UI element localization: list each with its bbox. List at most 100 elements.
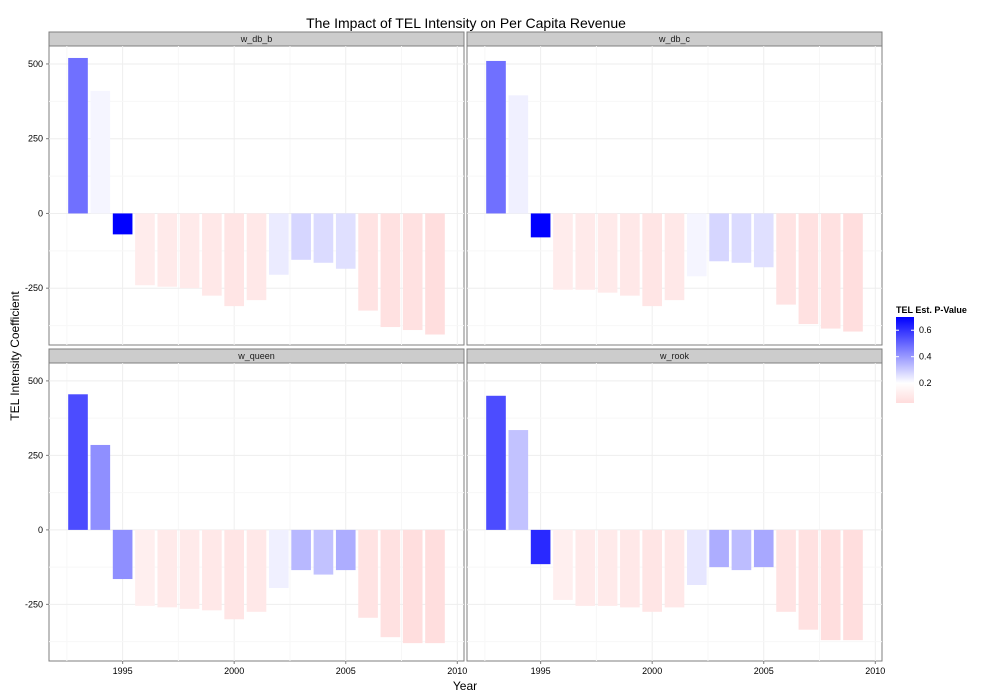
bar-2009 bbox=[425, 529, 445, 644]
bar-2001 bbox=[246, 213, 267, 301]
bar-1999 bbox=[620, 213, 640, 296]
x-tick-label: 2000 bbox=[224, 666, 244, 676]
bar-2001 bbox=[664, 213, 685, 301]
bar-2005 bbox=[753, 213, 774, 268]
bar-2004 bbox=[731, 529, 752, 571]
bar-2009 bbox=[843, 213, 863, 332]
bar-2005 bbox=[335, 529, 356, 571]
bar-2001 bbox=[246, 529, 267, 612]
bar-2000 bbox=[642, 213, 663, 307]
bar-2007 bbox=[380, 213, 401, 328]
bar-1994 bbox=[90, 90, 111, 214]
bar-1995 bbox=[112, 213, 133, 235]
bar-2001 bbox=[664, 529, 685, 608]
bar-1996 bbox=[553, 213, 573, 290]
facet-label: w_db_c bbox=[658, 34, 691, 44]
bar-2000 bbox=[642, 529, 663, 612]
bar-1999 bbox=[202, 529, 222, 611]
bar-2006 bbox=[776, 213, 796, 305]
bar-1994 bbox=[90, 444, 111, 530]
x-axis-title: Year bbox=[453, 679, 477, 693]
bar-2003 bbox=[291, 529, 311, 571]
bar-1994 bbox=[508, 430, 529, 530]
x-tick-label: 2010 bbox=[865, 666, 885, 676]
bar-2004 bbox=[313, 529, 334, 575]
y-tick-label: 0 bbox=[38, 208, 43, 218]
bar-2007 bbox=[798, 213, 819, 325]
panel-w-queen: w_queen -250 0 250 500 1995 2000 2005 2010 bbox=[25, 348, 467, 676]
bar-1996 bbox=[135, 529, 155, 606]
x-tick-label: 1995 bbox=[531, 666, 551, 676]
bar-2006 bbox=[358, 213, 378, 311]
bar-1998 bbox=[179, 529, 200, 609]
panel-w-db-b: w_db_b -250 0 250 500 bbox=[25, 31, 465, 346]
bar-2008 bbox=[402, 213, 423, 331]
bar-2003 bbox=[291, 213, 311, 260]
bar-2009 bbox=[843, 529, 863, 641]
bar-1995 bbox=[530, 529, 551, 565]
bar-2004 bbox=[313, 213, 334, 263]
facet-label: w_db_b bbox=[240, 34, 273, 44]
bar-1997 bbox=[157, 213, 178, 287]
bar-2007 bbox=[798, 529, 819, 630]
bar-2003 bbox=[709, 213, 729, 262]
bar-1995 bbox=[112, 529, 133, 580]
bar-2008 bbox=[402, 529, 423, 644]
panel-w-rook: w_rook 1995 2000 2005 2010 bbox=[466, 348, 885, 676]
x-tick-label: 2005 bbox=[754, 666, 774, 676]
bar-1996 bbox=[135, 213, 155, 286]
legend-color-bar bbox=[896, 317, 914, 403]
x-tick-label: 2000 bbox=[642, 666, 662, 676]
bar-1997 bbox=[575, 213, 596, 290]
bar-2005 bbox=[335, 213, 356, 269]
x-tick-label: 1995 bbox=[113, 666, 133, 676]
bar-2002 bbox=[686, 529, 707, 586]
bar-2003 bbox=[709, 529, 729, 568]
bars bbox=[68, 394, 445, 644]
bars bbox=[68, 57, 445, 335]
bars bbox=[486, 60, 863, 332]
bar-2008 bbox=[820, 529, 841, 641]
bar-2008 bbox=[820, 213, 841, 329]
y-tick-label: -250 bbox=[25, 599, 43, 609]
x-tick-label: 2010 bbox=[447, 666, 467, 676]
bar-1995 bbox=[530, 213, 551, 238]
bar-1996 bbox=[553, 529, 573, 600]
p-value-legend: TEL Est. P-Value 0.6 0.4 0.2 bbox=[896, 305, 967, 403]
legend-tick-label: 0.2 bbox=[919, 378, 932, 388]
facet-label: w_queen bbox=[237, 351, 275, 361]
legend-tick-label: 0.4 bbox=[919, 352, 932, 362]
bar-2000 bbox=[224, 213, 245, 307]
facet-label: w_rook bbox=[659, 351, 690, 361]
panel-w-db-c: w_db_c bbox=[466, 31, 883, 346]
chart-title: The Impact of TEL Intensity on Per Capit… bbox=[306, 15, 626, 31]
bar-1993 bbox=[68, 394, 88, 530]
bar-1993 bbox=[68, 57, 88, 214]
bar-1997 bbox=[157, 529, 178, 608]
bar-2002 bbox=[268, 529, 289, 588]
bar-1999 bbox=[620, 529, 640, 608]
facet-panels: w_db_b -250 0 250 500 w_db_c w_queen -250 0 250 50… bbox=[25, 31, 885, 676]
y-tick-label: 500 bbox=[28, 59, 43, 69]
bar-2007 bbox=[380, 529, 401, 638]
bar-2006 bbox=[358, 529, 378, 618]
bar-2006 bbox=[776, 529, 796, 612]
legend-title: TEL Est. P-Value bbox=[896, 305, 967, 315]
bar-1993 bbox=[486, 395, 506, 530]
y-tick-label: -250 bbox=[25, 283, 43, 293]
bar-1998 bbox=[597, 213, 618, 293]
bar-1998 bbox=[597, 529, 618, 606]
y-tick-label: 500 bbox=[28, 376, 43, 386]
y-axis-title: TEL Intensity Coefficient bbox=[8, 291, 22, 421]
y-tick-label: 250 bbox=[28, 134, 43, 144]
bar-1999 bbox=[202, 213, 222, 296]
y-tick-label: 0 bbox=[38, 525, 43, 535]
bar-2009 bbox=[425, 213, 445, 335]
bar-2000 bbox=[224, 529, 245, 620]
bar-2005 bbox=[753, 529, 774, 568]
legend-tick-label: 0.6 bbox=[919, 325, 932, 335]
bar-2002 bbox=[268, 213, 289, 275]
y-tick-label: 250 bbox=[28, 450, 43, 460]
bar-2004 bbox=[731, 213, 752, 263]
